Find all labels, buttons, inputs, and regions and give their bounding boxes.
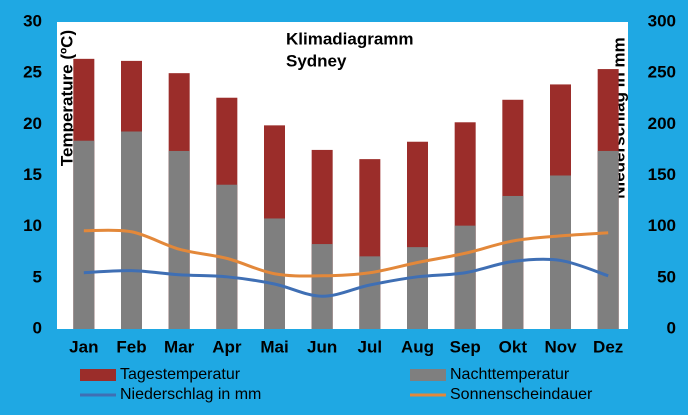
y2-tick-label: 200 <box>648 114 676 133</box>
line <box>83 257 609 298</box>
legend-swatch <box>410 369 446 381</box>
x-tick-label: Jun <box>307 337 337 356</box>
legend-label: Nachttemperatur <box>450 366 570 383</box>
x-tick-label: Nov <box>544 337 577 356</box>
bar <box>168 150 190 329</box>
y2-tick-label: 0 <box>667 318 676 337</box>
y-tick-label: 5 <box>33 267 42 286</box>
bar <box>311 244 333 329</box>
x-tick-label: Sep <box>450 337 481 356</box>
bar <box>454 225 476 329</box>
line <box>83 228 609 278</box>
y2-tick-label: 300 <box>648 11 676 30</box>
chart-title: Klimadiagramm <box>286 29 414 48</box>
x-tick-label: Apr <box>212 337 242 356</box>
bar <box>359 256 381 329</box>
legend-label: Sonnenscheindauer <box>450 386 593 403</box>
x-tick-label: Dez <box>593 337 623 356</box>
plot-area <box>57 22 628 329</box>
y-tick-label: 15 <box>23 165 42 184</box>
x-tick-label: Feb <box>116 337 146 356</box>
y-tick-label: 10 <box>23 216 42 235</box>
y-tick-label: 25 <box>23 63 42 82</box>
y2-tick-label: 100 <box>648 216 676 235</box>
bar <box>407 247 428 329</box>
bar <box>597 150 619 329</box>
legend-label: Niederschlag in mm <box>120 386 261 403</box>
x-tick-label: Mar <box>164 337 195 356</box>
bar <box>121 131 142 329</box>
bar <box>550 175 571 329</box>
y-tick-label: 30 <box>23 11 42 30</box>
y2-tick-label: 250 <box>648 63 676 82</box>
y-tick-label: 20 <box>23 114 42 133</box>
x-tick-label: Jan <box>69 337 98 356</box>
x-tick-label: Jul <box>358 337 383 356</box>
chart-subtitle: Sydney <box>286 51 347 70</box>
y-tick-label: 0 <box>33 318 42 337</box>
x-tick-label: Aug <box>401 337 434 356</box>
y-axis-title: Temperature (ºC) <box>57 30 76 166</box>
legend-swatch <box>80 369 116 381</box>
y2-tick-label: 50 <box>657 267 676 286</box>
legend-label: Tagestemperatur <box>120 366 241 383</box>
bar <box>73 140 95 329</box>
x-tick-label: Mai <box>260 337 288 356</box>
y2-tick-label: 150 <box>648 165 676 184</box>
x-tick-label: Okt <box>499 337 528 356</box>
